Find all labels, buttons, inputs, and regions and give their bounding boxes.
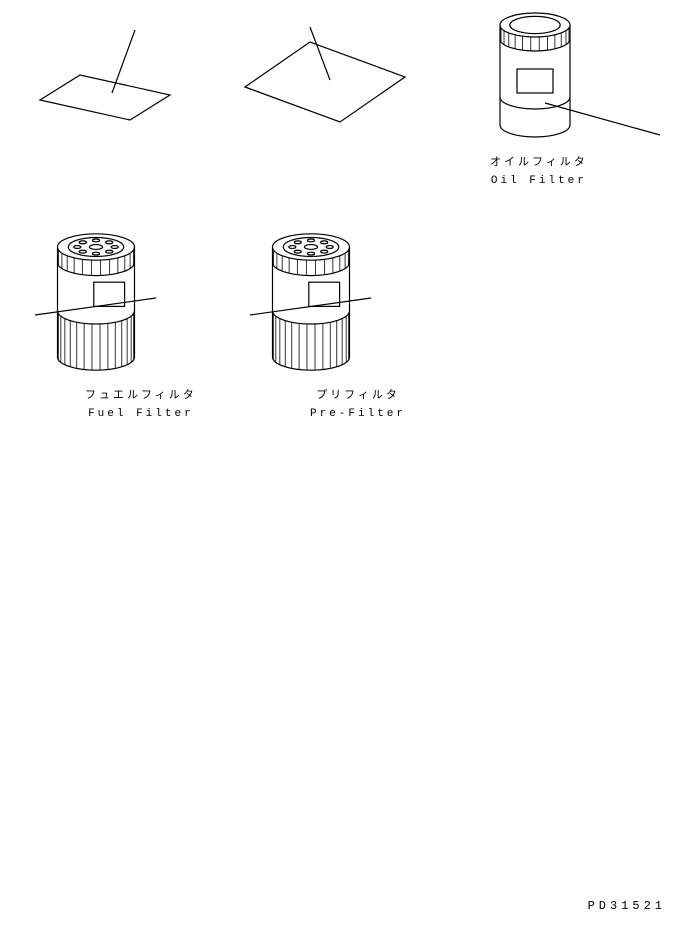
- oil-filter-body: [500, 13, 570, 137]
- part-fuel-filter: [30, 225, 215, 385]
- plate-small-leader: [112, 30, 135, 93]
- oil-filter-svg: [475, 5, 665, 155]
- oil-filter-label-jp: オイルフィルタ: [490, 155, 588, 173]
- fuel-filter-label: フュエルフィルタ Fuel Filter: [85, 388, 197, 423]
- plate-large-svg: [235, 22, 415, 137]
- pre-filter-svg: [245, 225, 430, 380]
- part-oil-filter: [475, 5, 665, 160]
- pre-filter-body: [273, 234, 350, 370]
- plate-large-leader: [310, 27, 330, 80]
- plate-small-shape: [40, 75, 170, 120]
- fuel-filter-svg: [30, 225, 215, 380]
- oil-filter-label-en: Oil Filter: [490, 173, 588, 191]
- pre-filter-label: プリフィルタ Pre-Filter: [310, 388, 406, 423]
- pre-filter-label-jp: プリフィルタ: [310, 388, 406, 406]
- part-plate-small: [30, 25, 180, 140]
- fuel-filter-label-jp: フュエルフィルタ: [85, 388, 197, 406]
- plate-small-svg: [30, 25, 180, 135]
- fuel-filter-leader: [35, 298, 156, 315]
- plate-large-shape: [245, 42, 405, 122]
- pre-filter-label-en: Pre-Filter: [310, 406, 406, 424]
- oil-filter-leader: [545, 103, 660, 135]
- part-pre-filter: [245, 225, 430, 385]
- pre-filter-leader: [250, 298, 371, 315]
- drawing-number: PD31521: [588, 899, 666, 913]
- fuel-filter-label-en: Fuel Filter: [85, 406, 197, 424]
- part-plate-large: [235, 22, 415, 142]
- fuel-filter-body: [58, 234, 135, 370]
- oil-filter-label: オイルフィルタ Oil Filter: [490, 155, 588, 190]
